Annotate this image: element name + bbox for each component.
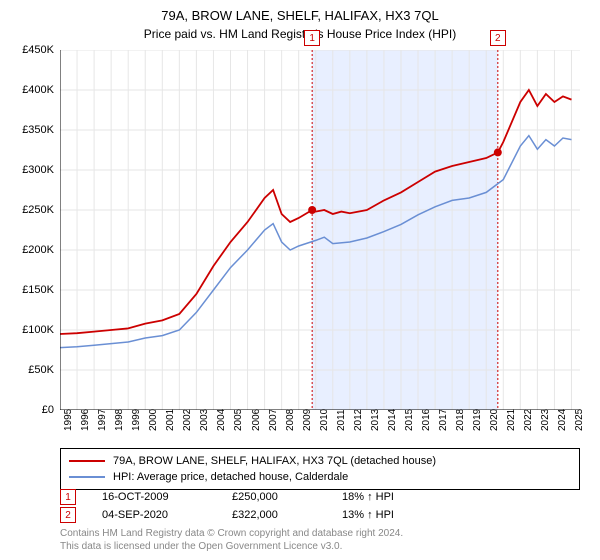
sales-table: 1 16-OCT-2009 £250,000 18% ↑ HPI 2 04-SEP-202… xyxy=(60,488,394,524)
footer-line-2: This data is licensed under the Open Gov… xyxy=(60,541,403,554)
xtick-label: 2011 xyxy=(336,409,347,431)
chart-area: £0£50K£100K£150K£200K£250K£300K£350K£400… xyxy=(60,50,580,410)
legend-label: HPI: Average price, detached house, Cald… xyxy=(113,471,348,483)
sale-marker-1: 1 xyxy=(304,30,320,46)
legend-swatch xyxy=(69,460,105,462)
chart-subtitle: Price paid vs. HM Land Registry's House … xyxy=(0,23,600,41)
xtick-label: 2009 xyxy=(302,409,313,431)
ytick-label: £50K xyxy=(4,364,54,376)
xtick-label: 2003 xyxy=(199,409,210,431)
footer-attribution: Contains HM Land Registry data © Crown c… xyxy=(60,528,403,553)
xtick-label: 2012 xyxy=(353,409,364,431)
sale-row: 2 04-SEP-2020 £322,000 13% ↑ HPI xyxy=(60,506,394,524)
xtick-label: 1998 xyxy=(114,409,125,431)
ytick-label: £0 xyxy=(4,404,54,416)
ytick-label: £150K xyxy=(4,284,54,296)
xtick-label: 2004 xyxy=(216,409,227,431)
legend: 79A, BROW LANE, SHELF, HALIFAX, HX3 7QL … xyxy=(60,448,580,490)
legend-label: 79A, BROW LANE, SHELF, HALIFAX, HX3 7QL … xyxy=(113,455,436,467)
xtick-label: 2008 xyxy=(285,409,296,431)
sale-marker-icon: 2 xyxy=(60,507,76,523)
sale-delta: 18% ↑ HPI xyxy=(342,491,394,503)
xtick-label: 2023 xyxy=(540,409,551,431)
xtick-label: 2001 xyxy=(165,409,176,431)
xtick-label: 1995 xyxy=(63,409,74,431)
xtick-label: 2018 xyxy=(455,409,466,431)
ytick-label: £250K xyxy=(4,204,54,216)
legend-row: HPI: Average price, detached house, Cald… xyxy=(69,469,571,485)
xtick-label: 2007 xyxy=(268,409,279,431)
xtick-label: 2002 xyxy=(182,409,193,431)
sale-date: 16-OCT-2009 xyxy=(102,491,212,503)
xtick-label: 2024 xyxy=(557,409,568,431)
sale-marker-icon: 1 xyxy=(60,489,76,505)
sale-delta: 13% ↑ HPI xyxy=(342,509,394,521)
sale-marker-2: 2 xyxy=(490,30,506,46)
xtick-label: 2020 xyxy=(489,409,500,431)
xtick-label: 2016 xyxy=(421,409,432,431)
sale-price: £250,000 xyxy=(232,491,322,503)
ytick-label: £400K xyxy=(4,84,54,96)
footer-line-1: Contains HM Land Registry data © Crown c… xyxy=(60,528,403,541)
chart-svg xyxy=(60,50,580,410)
xtick-label: 1996 xyxy=(80,409,91,431)
xtick-label: 1997 xyxy=(97,409,108,431)
ytick-label: £200K xyxy=(4,244,54,256)
xtick-label: 1999 xyxy=(131,409,142,431)
sale-date: 04-SEP-2020 xyxy=(102,509,212,521)
ytick-label: £450K xyxy=(4,44,54,56)
xtick-label: 2005 xyxy=(233,409,244,431)
sale-price: £322,000 xyxy=(232,509,322,521)
chart-container: 79A, BROW LANE, SHELF, HALIFAX, HX3 7QL … xyxy=(0,0,600,560)
ytick-label: £100K xyxy=(4,324,54,336)
xtick-label: 2015 xyxy=(404,409,415,431)
xtick-label: 2013 xyxy=(370,409,381,431)
xtick-label: 2019 xyxy=(472,409,483,431)
xtick-label: 2021 xyxy=(506,409,517,431)
xtick-label: 2017 xyxy=(438,409,449,431)
ytick-label: £300K xyxy=(4,164,54,176)
xtick-label: 2000 xyxy=(148,409,159,431)
chart-title: 79A, BROW LANE, SHELF, HALIFAX, HX3 7QL xyxy=(0,0,600,23)
xtick-label: 2022 xyxy=(523,409,534,431)
xtick-label: 2006 xyxy=(251,409,262,431)
legend-row: 79A, BROW LANE, SHELF, HALIFAX, HX3 7QL … xyxy=(69,453,571,469)
sale-row: 1 16-OCT-2009 £250,000 18% ↑ HPI xyxy=(60,488,394,506)
legend-swatch xyxy=(69,476,105,478)
xtick-label: 2010 xyxy=(319,409,330,431)
ytick-label: £350K xyxy=(4,124,54,136)
xtick-label: 2014 xyxy=(387,409,398,431)
xtick-label: 2025 xyxy=(574,409,585,431)
